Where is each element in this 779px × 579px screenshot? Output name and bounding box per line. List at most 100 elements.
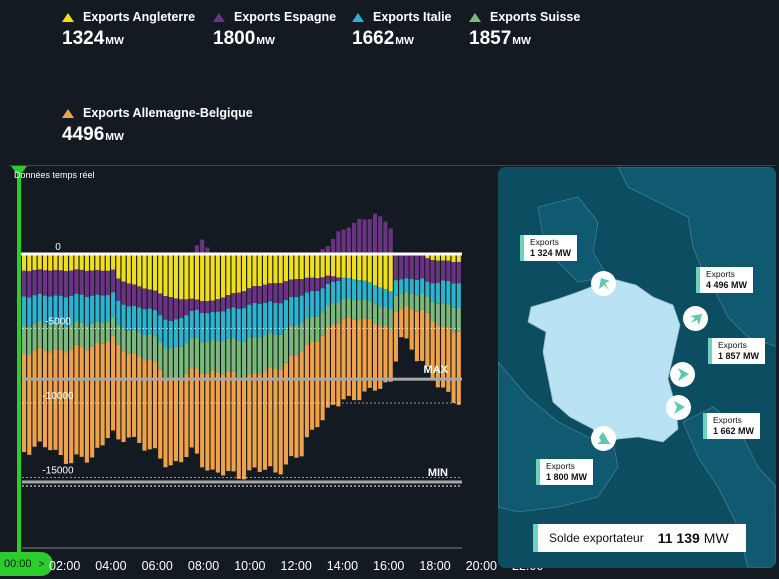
bar-exports-suisse-81 (446, 304, 451, 328)
bar-exports-allemagne-belgique-0 (22, 354, 27, 453)
bar-exports-allemagne-belgique-83 (456, 331, 461, 405)
bar-exports-italie-46 (262, 302, 268, 336)
bar-exports-italie-31 (184, 315, 189, 344)
bar-exports-italie-37 (215, 311, 220, 341)
bar-imports-68 (378, 216, 383, 254)
bar-exports-espagne-14 (95, 270, 100, 295)
bar-exports-espagne-41 (236, 292, 241, 309)
bar-exports-angleterre-39 (226, 254, 231, 296)
bar-exports-allemagne-belgique-70 (388, 329, 393, 382)
bar-exports-suisse-10 (74, 321, 79, 345)
x-tick-label: 12:00 (280, 559, 312, 573)
bar-exports-allemagne-belgique-79 (435, 325, 440, 388)
bar-exports-allemagne-belgique-23 (142, 360, 147, 451)
bar-imports-69 (383, 221, 388, 254)
bar-exports-angleterre-7 (58, 254, 63, 271)
bar-exports-italie-75 (414, 279, 419, 296)
bar-exports-espagne-21 (132, 284, 137, 306)
flow-arrow-allemagne[interactable] (683, 306, 708, 331)
bar-exports-espagne-39 (226, 295, 231, 309)
bar-exports-allemagne-belgique-5 (48, 352, 53, 451)
bar-exports-suisse-68 (378, 306, 383, 327)
bar-exports-angleterre-60 (336, 254, 341, 278)
bar-exports-allemagne-belgique-51 (289, 355, 294, 457)
bar-exports-allemagne-belgique-22 (137, 356, 142, 443)
bar-exports-italie-63 (352, 279, 357, 300)
bar-imports-66 (367, 219, 372, 254)
bar-exports-espagne-48 (273, 283, 278, 303)
x-tick-label: 18:00 (419, 559, 451, 573)
bar-exports-angleterre-17 (111, 254, 116, 270)
flow-arrow-suisse[interactable] (670, 362, 695, 387)
bar-exports-espagne-78 (430, 260, 435, 284)
bar-exports-italie-65 (362, 280, 367, 300)
europe-map (498, 167, 776, 568)
bar-exports-allemagne-belgique-47 (268, 367, 273, 467)
bar-exports-suisse-64 (357, 300, 362, 321)
bar-exports-allemagne-belgique-80 (441, 326, 446, 388)
bar-exports-angleterre-36 (210, 254, 215, 301)
bar-exports-angleterre-51 (289, 254, 294, 280)
bar-exports-suisse-7 (58, 324, 63, 350)
bar-exports-espagne-15 (100, 270, 105, 296)
time-cursor-line[interactable] (17, 174, 21, 552)
flow-arrow-italie[interactable] (666, 395, 691, 420)
bar-exports-angleterre-55 (310, 254, 315, 278)
bar-exports-italie-32 (189, 311, 194, 339)
bar-exports-allemagne-belgique-14 (95, 343, 100, 448)
bar-exports-italie-19 (121, 304, 126, 330)
bar-exports-italie-17 (111, 292, 116, 318)
bar-exports-angleterre-42 (242, 254, 247, 292)
bar-exports-suisse-4 (42, 323, 48, 351)
bar-imports-60 (336, 231, 341, 254)
bar-exports-suisse-30 (179, 346, 184, 378)
triangle-icon (352, 12, 364, 22)
bar-exports-italie-25 (152, 310, 158, 336)
bar-exports-suisse-56 (315, 316, 320, 342)
bar-exports-allemagne-belgique-16 (105, 341, 110, 439)
bar-exports-suisse-61 (341, 298, 346, 319)
bar-exports-suisse-49 (278, 334, 283, 370)
bar-exports-allemagne-belgique-82 (451, 332, 456, 403)
y-tick-label: 0 (55, 242, 61, 253)
bar-exports-italie-57 (320, 288, 325, 313)
bar-exports-espagne-52 (294, 279, 299, 297)
flow-arrow-angleterre[interactable] (591, 271, 616, 296)
bar-exports-espagne-53 (299, 279, 304, 296)
bar-exports-suisse-72 (399, 294, 404, 310)
bar-exports-italie-20 (126, 306, 131, 331)
bar-exports-espagne-0 (22, 270, 27, 297)
bar-exports-allemagne-belgique-62 (346, 317, 351, 396)
x-tick-label: 02:00 (49, 559, 81, 573)
bar-exports-italie-52 (294, 296, 299, 326)
bar-exports-suisse-35 (205, 341, 210, 374)
bar-exports-angleterre-1 (27, 254, 32, 272)
bar-exports-angleterre-9 (69, 254, 74, 271)
bar-exports-angleterre-34 (200, 254, 205, 302)
bar-exports-italie-23 (142, 309, 147, 335)
bar-exports-angleterre-46 (262, 254, 268, 285)
bar-exports-espagne-56 (315, 278, 320, 292)
bar-exports-allemagne-belgique-52 (294, 354, 299, 458)
bar-exports-italie-38 (221, 311, 226, 342)
bar-exports-angleterre-20 (126, 254, 131, 284)
time-cursor-handle[interactable] (11, 166, 27, 177)
bar-exports-espagne-34 (200, 301, 205, 313)
legend-item-suisse: Exports Suisse 1857MW (469, 10, 580, 50)
bar-exports-allemagne-belgique-30 (179, 377, 184, 463)
bar-exports-espagne-83 (456, 261, 461, 284)
bar-exports-angleterre-29 (173, 254, 178, 299)
time-cursor-pill[interactable]: 00:00 > (0, 552, 53, 576)
bar-exports-angleterre-43 (247, 254, 252, 289)
legend-label: Exports Italie (373, 10, 452, 24)
bar-exports-italie-14 (95, 294, 100, 322)
bar-exports-suisse-31 (184, 343, 189, 374)
bar-exports-allemagne-belgique-81 (446, 327, 451, 392)
bar-exports-suisse-38 (221, 341, 226, 375)
flow-arrow-espagne[interactable] (591, 426, 616, 451)
bar-exports-suisse-53 (299, 323, 304, 352)
bar-exports-italie-21 (132, 305, 137, 331)
bar-exports-espagne-11 (79, 269, 84, 295)
legend-label: Exports Suisse (490, 10, 581, 24)
map-callout-angleterre: Exports 1 324 MW (520, 235, 578, 261)
